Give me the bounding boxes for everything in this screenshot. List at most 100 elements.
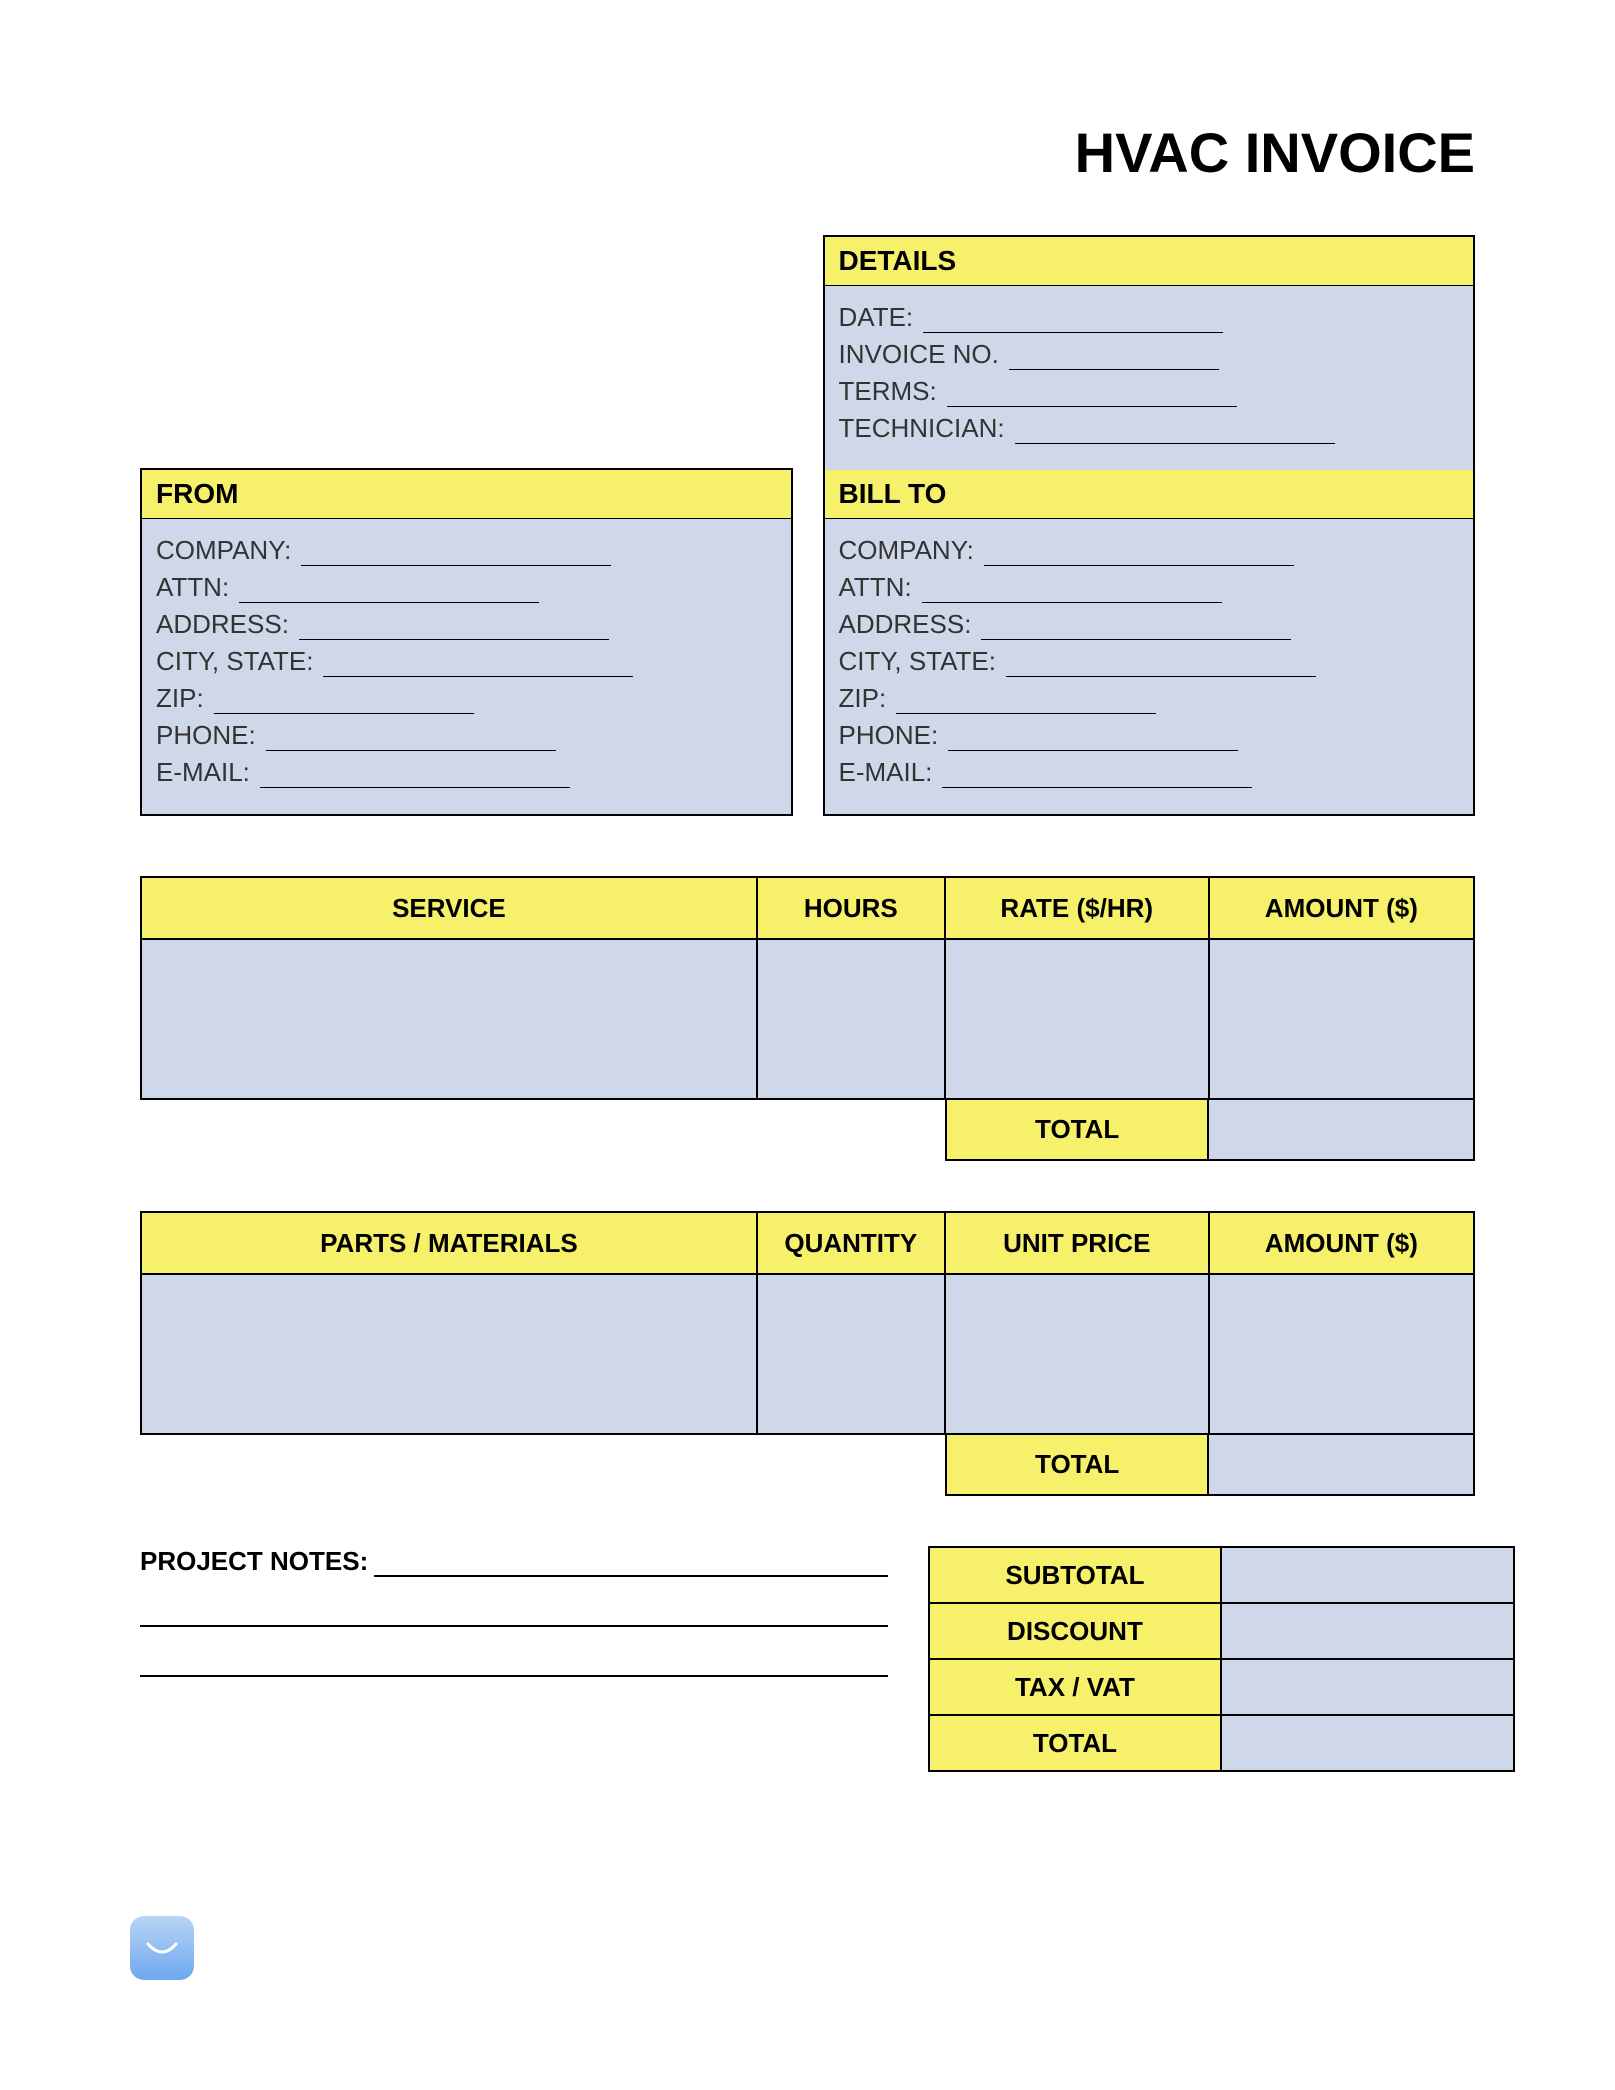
field-label: ADDRESS: xyxy=(839,609,978,640)
service-table: SERVICEHOURSRATE ($/HR)AMOUNT ($) xyxy=(140,876,1475,1100)
body-cell[interactable] xyxy=(1209,1274,1474,1434)
field-input-line[interactable] xyxy=(984,544,1294,566)
field-row: ZIP: xyxy=(156,683,777,714)
field-label: ZIP: xyxy=(156,683,210,714)
project-notes: PROJECT NOTES: xyxy=(140,1546,888,1772)
summary-value[interactable] xyxy=(1221,1603,1514,1659)
summary-label: SUBTOTAL xyxy=(929,1547,1222,1603)
notes-label: PROJECT NOTES: xyxy=(140,1546,368,1577)
field-input-line[interactable] xyxy=(299,618,609,640)
summary-row: DISCOUNT xyxy=(929,1603,1514,1659)
field-label: E-MAIL: xyxy=(839,757,939,788)
field-input-line[interactable] xyxy=(922,581,1222,603)
field-input-line[interactable] xyxy=(947,385,1237,407)
summary-label: DISCOUNT xyxy=(929,1603,1222,1659)
field-input-line[interactable] xyxy=(301,544,611,566)
field-label: COMPANY: xyxy=(156,535,297,566)
field-row: TERMS: xyxy=(839,376,1460,407)
field-label: PHONE: xyxy=(156,720,262,751)
notes-first-line: PROJECT NOTES: xyxy=(140,1546,888,1577)
spacer xyxy=(140,1435,757,1496)
details-header: DETAILS xyxy=(825,237,1474,286)
service-table-head: SERVICEHOURSRATE ($/HR)AMOUNT ($) xyxy=(141,877,1474,939)
field-input-line[interactable] xyxy=(1006,655,1316,677)
column-header: HOURS xyxy=(757,877,945,939)
field-row: DATE: xyxy=(839,302,1460,333)
notes-input-line[interactable] xyxy=(374,1551,887,1577)
field-row: COMPANY: xyxy=(156,535,777,566)
parts-total-row: TOTAL xyxy=(140,1435,1475,1496)
summary-value[interactable] xyxy=(1221,1659,1514,1715)
column-header: UNIT PRICE xyxy=(945,1212,1209,1274)
summary-wrap: SUBTOTALDISCOUNTTAX / VATTOTAL xyxy=(928,1546,1515,1772)
field-label: COMPANY: xyxy=(839,535,980,566)
parts-table-head: PARTS / MATERIALSQUANTITYUNIT PRICEAMOUN… xyxy=(141,1212,1474,1274)
spacer xyxy=(757,1435,945,1496)
spacer xyxy=(757,1100,945,1161)
parts-table-row xyxy=(141,1274,1474,1434)
service-total-value[interactable] xyxy=(1209,1100,1475,1161)
summary-value[interactable] xyxy=(1221,1715,1514,1771)
field-input-line[interactable] xyxy=(981,618,1291,640)
billto-box: BILL TO COMPANY:ATTN:ADDRESS:CITY, STATE… xyxy=(823,470,1476,816)
field-row: E-MAIL: xyxy=(839,757,1460,788)
column-header: SERVICE xyxy=(141,877,757,939)
from-body: COMPANY: ATTN: ADDRESS: CITY, STATE: ZIP: PHO… xyxy=(142,519,791,814)
field-label: E-MAIL: xyxy=(156,757,256,788)
summary-label: TAX / VAT xyxy=(929,1659,1222,1715)
field-input-line[interactable] xyxy=(942,766,1252,788)
field-input-line[interactable] xyxy=(896,692,1156,714)
field-row: CITY, STATE: xyxy=(156,646,777,677)
field-row: ADDRESS: xyxy=(839,609,1460,640)
body-cell[interactable] xyxy=(945,1274,1209,1434)
summary-row: SUBTOTAL xyxy=(929,1547,1514,1603)
field-input-line[interactable] xyxy=(260,766,570,788)
field-row: E-MAIL: xyxy=(156,757,777,788)
parts-table: PARTS / MATERIALSQUANTITYUNIT PRICEAMOUN… xyxy=(140,1211,1475,1435)
field-row: PHONE: xyxy=(839,720,1460,751)
column-header: PARTS / MATERIALS xyxy=(141,1212,757,1274)
field-input-line[interactable] xyxy=(214,692,474,714)
body-cell[interactable] xyxy=(757,939,945,1099)
service-total-label: TOTAL xyxy=(945,1100,1209,1161)
notes-input-line[interactable] xyxy=(140,1587,888,1627)
summary-value[interactable] xyxy=(1221,1547,1514,1603)
notes-input-line[interactable] xyxy=(140,1637,888,1677)
field-input-line[interactable] xyxy=(1009,348,1219,370)
field-row: COMPANY: xyxy=(839,535,1460,566)
body-cell[interactable] xyxy=(1209,939,1474,1099)
body-cell[interactable] xyxy=(141,939,757,1099)
column-header: RATE ($/HR) xyxy=(945,877,1209,939)
notes-extra-lines xyxy=(140,1587,888,1677)
field-input-line[interactable] xyxy=(323,655,633,677)
field-row: ATTN: xyxy=(156,572,777,603)
field-label: ADDRESS: xyxy=(156,609,295,640)
body-cell[interactable] xyxy=(141,1274,757,1434)
field-input-line[interactable] xyxy=(239,581,539,603)
body-cell[interactable] xyxy=(757,1274,945,1434)
spacer xyxy=(140,1100,757,1161)
field-label: ATTN: xyxy=(156,572,235,603)
field-label: DATE: xyxy=(839,302,920,333)
right-column: DETAILS DATE: INVOICE NO. TERMS: TECHNICIAN… xyxy=(823,235,1476,816)
invoice-page: HVAC INVOICE FROM COMPANY:ATTN:ADDRESS:C… xyxy=(0,0,1615,2090)
field-input-line[interactable] xyxy=(923,311,1223,333)
field-label: PHONE: xyxy=(839,720,945,751)
field-row: TECHNICIAN: xyxy=(839,413,1460,444)
bottom-grid: PROJECT NOTES: SUBTOTALDISCOUNTTAX / VAT… xyxy=(140,1546,1475,1772)
field-input-line[interactable] xyxy=(266,729,556,751)
field-label: CITY, STATE: xyxy=(156,646,319,677)
field-row: PHONE: xyxy=(156,720,777,751)
from-box: FROM COMPANY:ATTN:ADDRESS:CITY, STATE:ZI… xyxy=(140,468,793,816)
field-label: CITY, STATE: xyxy=(839,646,1002,677)
column-header: QUANTITY xyxy=(757,1212,945,1274)
column-header: AMOUNT ($) xyxy=(1209,1212,1474,1274)
field-input-line[interactable] xyxy=(1015,422,1335,444)
field-row: INVOICE NO. xyxy=(839,339,1460,370)
field-label: TERMS: xyxy=(839,376,943,407)
parts-total-value[interactable] xyxy=(1209,1435,1475,1496)
field-label: TECHNICIAN: xyxy=(839,413,1011,444)
field-input-line[interactable] xyxy=(948,729,1238,751)
body-cell[interactable] xyxy=(945,939,1209,1099)
column-header: AMOUNT ($) xyxy=(1209,877,1474,939)
